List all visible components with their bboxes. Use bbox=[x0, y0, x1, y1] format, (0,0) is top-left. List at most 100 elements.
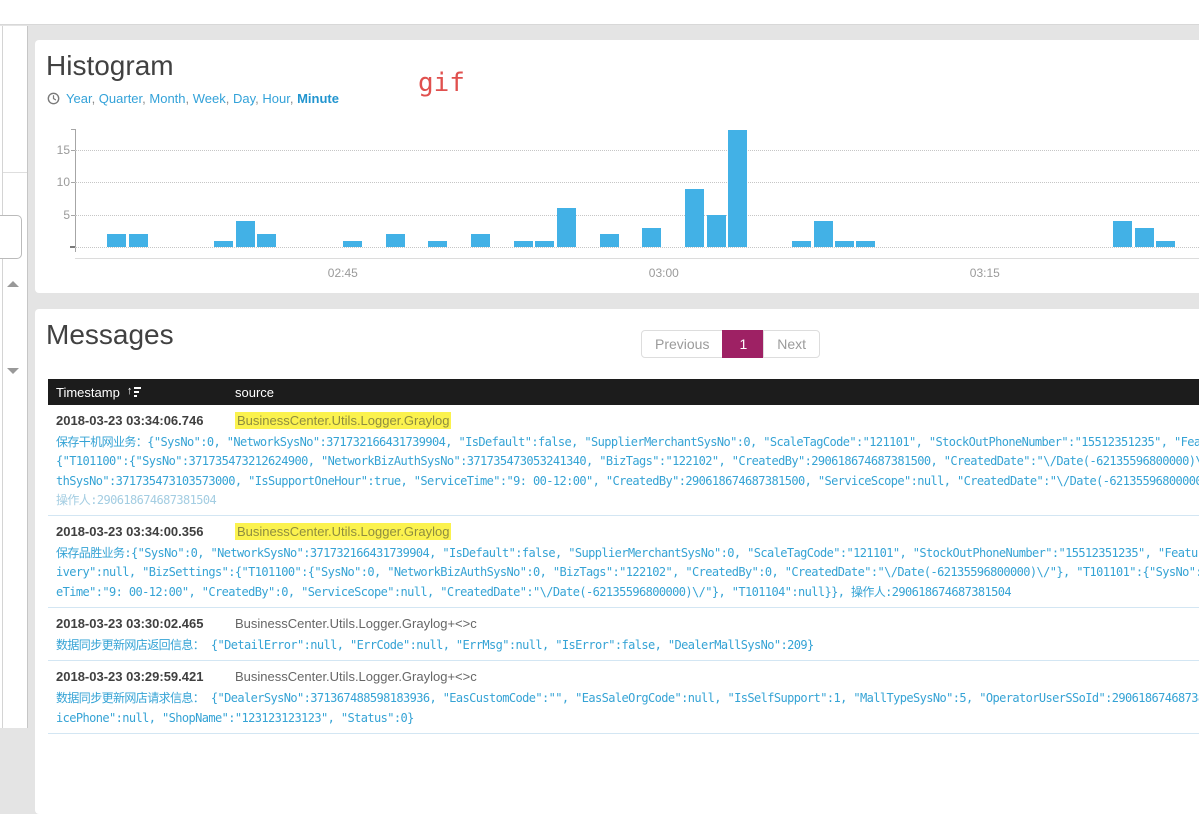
histogram-panel: Histogram Year, Quarter, Month, Week, Da… bbox=[35, 40, 1199, 293]
message-row-header: 2018-03-23 03:30:02.465 BusinessCenter.Ut… bbox=[56, 616, 1199, 631]
message-row[interactable]: 2018-03-23 03:34:00.356 BusinessCenter.Ut… bbox=[48, 516, 1199, 609]
messages-title: Messages bbox=[46, 319, 174, 350]
message-timestamp: 2018-03-23 03:34:00.356 bbox=[56, 524, 204, 540]
timestamp-header-label: Timestamp bbox=[56, 384, 120, 400]
message-list: 2018-03-23 03:34:06.746 BusinessCenter.Ut… bbox=[48, 405, 1199, 734]
resolution-week[interactable]: Week bbox=[192, 91, 226, 106]
resolution-month[interactable]: Month bbox=[149, 91, 186, 106]
x-axis-label: 03:15 bbox=[969, 266, 1000, 280]
message-source: BusinessCenter.Utils.Logger.Graylog+<>c bbox=[235, 669, 477, 684]
y-axis-tick bbox=[71, 149, 75, 151]
message-row-header: 2018-03-23 03:34:06.746 BusinessCenter.Ut… bbox=[56, 412, 1199, 429]
message-text-line: 保存品胜业务:{"SysNo":0, "NetworkSysNo":371732… bbox=[56, 546, 1199, 561]
histogram-bar[interactable] bbox=[835, 240, 854, 247]
message-row-header: 2018-03-23 03:34:00.356 BusinessCenter.Ut… bbox=[56, 523, 1199, 541]
baseline-gridline bbox=[75, 247, 1199, 248]
histogram-bar[interactable] bbox=[792, 240, 812, 247]
top-bar bbox=[0, 0, 1199, 25]
messages-panel: Messages Previous 1 Next Timestamp ↑ sou… bbox=[35, 309, 1199, 814]
y-axis-tick bbox=[71, 182, 75, 183]
sort-bars-icon bbox=[134, 386, 142, 399]
histogram-bar[interactable] bbox=[214, 240, 234, 247]
histogram-bar[interactable] bbox=[728, 130, 747, 247]
overlay-gif-label: gif bbox=[418, 68, 465, 98]
histogram-bar[interactable] bbox=[257, 234, 277, 247]
resolution-links: Year, Quarter, Month, Week, Day, Hour, M… bbox=[66, 91, 339, 106]
histogram-bar[interactable] bbox=[428, 240, 448, 247]
pagination: Previous 1 Next bbox=[641, 330, 821, 358]
resolution-comma: , bbox=[225, 91, 233, 106]
x-axis-label: 02:45 bbox=[327, 266, 358, 280]
message-text-line: 数据同步更新网店返回信息： {"DetailError":null, "ErrC… bbox=[56, 638, 814, 653]
message-source-text: BusinessCenter.Utils.Logger.Graylog+<>c bbox=[235, 616, 477, 632]
sidebar-divider bbox=[3, 172, 27, 173]
histogram-bar[interactable] bbox=[706, 214, 726, 247]
message-timestamp: 2018-03-23 03:34:06.746 bbox=[56, 413, 204, 428]
sidebar-input-fragment[interactable] bbox=[0, 215, 22, 259]
message-row-header: 2018-03-23 03:29:59.421 BusinessCenter.Ut… bbox=[56, 669, 1199, 684]
histogram-bar[interactable] bbox=[556, 208, 576, 247]
message-source: BusinessCenter.Utils.Logger.Graylog bbox=[235, 412, 452, 429]
histogram-bar[interactable] bbox=[813, 221, 833, 247]
message-row[interactable]: 2018-03-23 03:34:06.746 BusinessCenter.Ut… bbox=[48, 405, 1199, 517]
clock-icon bbox=[47, 92, 60, 105]
message-text-line: 操作人:290618674687381504 bbox=[56, 492, 217, 507]
pagination-page-1[interactable]: 1 bbox=[722, 330, 765, 358]
y-axis-top-tick bbox=[71, 129, 75, 130]
histogram-bar[interactable] bbox=[471, 234, 491, 247]
column-header-timestamp[interactable]: Timestamp ↑ bbox=[48, 385, 235, 400]
histogram-bar[interactable] bbox=[385, 234, 405, 247]
histogram-bar[interactable] bbox=[599, 234, 619, 247]
y-gridline bbox=[75, 214, 1199, 216]
x-axis-line bbox=[75, 258, 1199, 259]
message-timestamp: 2018-03-23 03:30:02.465 bbox=[56, 616, 204, 632]
message-text-line: icePhone":null, "ShopName":"123123123123… bbox=[56, 710, 414, 725]
histogram-bar[interactable] bbox=[1134, 227, 1154, 247]
histogram-bar[interactable] bbox=[685, 188, 705, 247]
message-text-line: 数据同步更新网店请求信息： {"DealerSysNo":37136748859… bbox=[56, 691, 1199, 706]
resolution-minute[interactable]: Minute bbox=[297, 91, 339, 106]
histogram-bar[interactable] bbox=[107, 234, 127, 247]
y-axis-tick bbox=[71, 214, 75, 216]
resolution-comma: , bbox=[289, 91, 298, 106]
message-source-text: BusinessCenter.Utils.Logger.Graylog+<>c bbox=[235, 669, 477, 685]
resolution-row: Year, Quarter, Month, Week, Day, Hour, M… bbox=[47, 91, 339, 106]
y-gridline bbox=[75, 149, 1199, 151]
pagination-next[interactable]: Next bbox=[763, 330, 821, 358]
resolution-year[interactable]: Year bbox=[66, 91, 92, 106]
x-axis-label: 03:00 bbox=[648, 266, 679, 280]
y-axis-label: 10 bbox=[56, 175, 70, 189]
scroll-up-arrow-icon[interactable] bbox=[7, 281, 19, 287]
histogram-bar[interactable] bbox=[128, 234, 148, 247]
histogram-bar[interactable] bbox=[342, 240, 362, 247]
sort-amount-icon[interactable]: ↑ bbox=[126, 384, 142, 399]
sort-arrow-icon: ↑ bbox=[126, 384, 133, 397]
resolution-comma: , bbox=[255, 91, 263, 106]
resolution-hour[interactable]: Hour bbox=[262, 91, 290, 106]
histogram-bar[interactable] bbox=[1113, 221, 1133, 247]
scroll-down-arrow-icon[interactable] bbox=[7, 368, 19, 374]
resolution-quarter[interactable]: Quarter bbox=[98, 91, 143, 106]
message-text-line: {"T101100":{"SysNo":371735473212624900, … bbox=[56, 454, 1199, 469]
resolution-day[interactable]: Day bbox=[233, 91, 256, 106]
resolution-comma: , bbox=[185, 91, 193, 106]
message-row[interactable]: 2018-03-23 03:29:59.421 BusinessCenter.Ut… bbox=[48, 661, 1199, 734]
column-header-source: source bbox=[235, 384, 275, 400]
left-sidebar-fragment bbox=[0, 26, 28, 728]
histogram-title: Histogram bbox=[46, 50, 174, 81]
histogram-bar[interactable] bbox=[856, 240, 876, 247]
histogram-bar[interactable] bbox=[514, 240, 533, 247]
histogram-bar[interactable] bbox=[235, 221, 255, 247]
histogram-bar[interactable] bbox=[535, 240, 555, 247]
message-text-line: 保存干机网业务：{"SysNo":0, "NetworkSysNo":37173… bbox=[56, 435, 1199, 449]
message-row[interactable]: 2018-03-23 03:30:02.465 BusinessCenter.Ut… bbox=[48, 608, 1199, 662]
resolution-comma: , bbox=[142, 91, 150, 106]
message-text-line: thSysNo":371735473103573000, "IsSupportO… bbox=[56, 473, 1199, 488]
histogram-bar[interactable] bbox=[1156, 240, 1175, 247]
histogram-bar[interactable] bbox=[642, 227, 662, 247]
message-source: BusinessCenter.Utils.Logger.Graylog bbox=[235, 523, 452, 541]
pagination-previous[interactable]: Previous bbox=[641, 330, 724, 358]
y-axis-base-tick bbox=[70, 246, 75, 248]
y-axis-label: 15 bbox=[56, 142, 70, 157]
message-text-line: ivery":null, "BizSettings":{"T101100":{"… bbox=[56, 565, 1199, 580]
